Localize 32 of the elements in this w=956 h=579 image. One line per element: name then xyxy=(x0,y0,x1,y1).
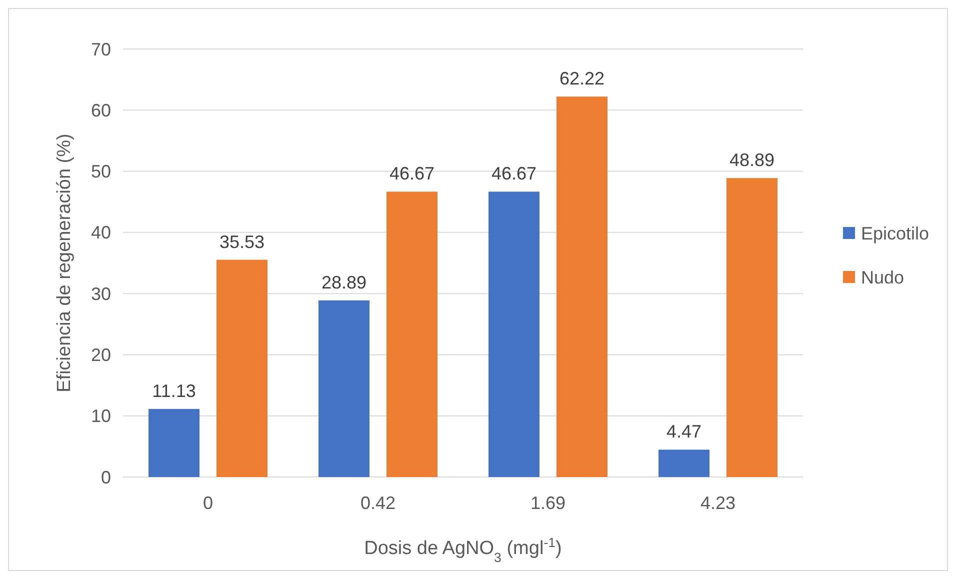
data-label: 35.53 xyxy=(219,232,265,252)
data-label: 46.67 xyxy=(389,164,435,184)
y-tick-label: 30 xyxy=(90,284,111,304)
legend-label: Nudo xyxy=(861,267,904,288)
bar xyxy=(216,260,268,477)
bar xyxy=(556,96,608,477)
y-tick-label: 60 xyxy=(90,100,111,120)
x-axis-title: Dosis de AgNO$_{3}$ (mgl$^{-1}$) xyxy=(364,534,562,564)
x-tick-label: 0 xyxy=(202,493,214,513)
y-tick-label: 20 xyxy=(90,345,111,366)
data-label: 28.89 xyxy=(321,272,367,292)
legend-label: Epicotilo xyxy=(861,223,930,244)
x-tick-label: 1.69 xyxy=(530,493,566,513)
y-tick-label: 10 xyxy=(90,406,111,426)
y-tick-label: 50 xyxy=(90,162,111,182)
bar xyxy=(386,192,438,477)
x-tick-label: 0.42 xyxy=(360,493,396,513)
bar xyxy=(318,300,370,477)
data-label: 11.13 xyxy=(152,380,196,401)
y-tick-label: 0 xyxy=(100,467,111,488)
bar xyxy=(658,450,710,477)
y-tick-label: 70 xyxy=(90,39,111,60)
data-label: 4.47 xyxy=(666,422,702,442)
data-label: 62.22 xyxy=(559,68,605,89)
data-label: 46.67 xyxy=(491,164,537,184)
x-tick-label: 4.23 xyxy=(700,493,736,513)
data-label: 48.89 xyxy=(729,150,775,170)
bar xyxy=(488,192,540,477)
bar xyxy=(726,178,778,477)
y-tick-label: 40 xyxy=(90,222,111,243)
y-axis-title: Eficiencia de regeneración (%) xyxy=(54,134,75,392)
bar xyxy=(148,408,200,477)
